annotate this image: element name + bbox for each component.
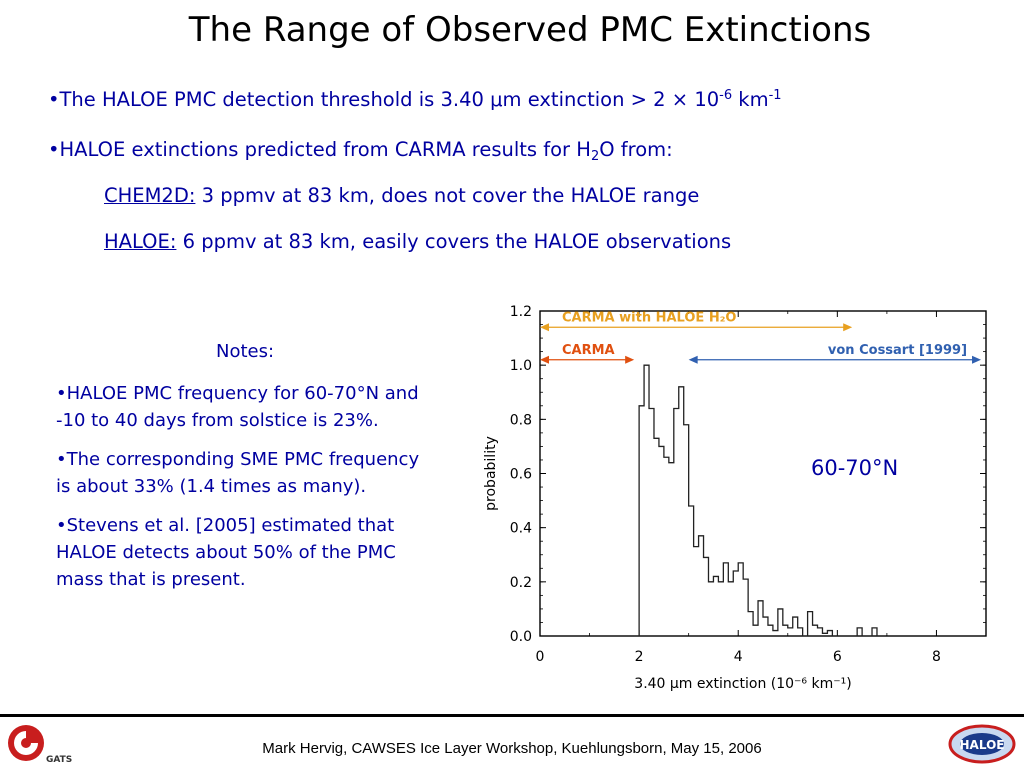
annotation-arrowhead [843,323,853,332]
bullet-text: •The HALOE PMC detection threshold is 3.… [48,88,491,111]
mu-symbol: μ [490,88,503,111]
bullet-text: O from: [599,138,673,161]
y-tick-label: 0.0 [510,629,532,645]
subscript: 2 [590,149,600,164]
annotation-label: von Cossart [1999] [828,343,967,358]
note-item: •Stevens et al. [2005] estimated that HA… [56,515,396,590]
latitude-label: 60-70°N [811,456,899,480]
sub-bullet-chem2d: CHEM2D: 3 ppmv at 83 km, does not cover … [104,184,699,207]
bullet-text: 3 ppmv at 83 km, does not cover the HALO… [195,184,700,207]
bullet-text: km [732,88,769,111]
note-item: •HALOE PMC frequency for 60-70°N and -10… [56,383,419,431]
x-tick-label: 8 [932,649,941,665]
annotation-arrowhead [540,323,549,332]
annotation-label: CARMA with HALOE H₂O [562,310,736,325]
x-tick-label: 4 [734,649,743,665]
note-item: •The corresponding SME PMC frequency is … [56,449,420,497]
haloe-logo: HALOE [944,722,1022,770]
x-axis-label: 3.40 μm extinction (10⁻⁶ km⁻¹) [634,676,851,692]
y-tick-label: 0.4 [510,521,532,537]
y-tick-label: 1.0 [510,358,532,374]
footer-text: Mark Hervig, CAWSES Ice Layer Workshop, … [262,740,762,757]
superscript: -1 [768,88,782,103]
bullet-carma-predictions: •HALOE extinctions predicted from CARMA … [48,138,673,164]
bullet-text: m extinction > 2 [502,88,672,111]
annotation-arrowhead [972,355,982,364]
y-axis-label: probability [483,436,499,511]
histogram-series-line [634,364,878,637]
extinction-histogram-chart: 0.0 0.2 0.4 0.6 0.8 1.0 1.2 0 2 4 6 8 3.40 μm extinc… [483,304,987,692]
footer-divider [0,714,1024,717]
annotation-arrowhead [540,355,549,364]
slide-title: The Range of Observed PMC Extinctions [188,10,872,50]
notes-list: •HALOE PMC frequency for 60-70°N and -10… [56,380,436,605]
annotation-arrowhead [688,355,698,364]
chem2d-label: CHEM2D: [104,184,196,207]
gats-logo-text: GATS [46,755,72,765]
bullet-text: 6 ppmv at 83 km, easily covers the HALOE… [176,230,732,253]
annotation-label: CARMA [562,343,615,358]
sub-bullet-haloe: HALOE: 6 ppmv at 83 km, easily covers th… [104,230,731,253]
bullet-detection-threshold: •The HALOE PMC detection threshold is 3.… [48,88,782,111]
haloe-logo-text: HALOE [960,738,1005,752]
bullet-text: •HALOE extinctions predicted from CARMA … [48,138,591,161]
bullet-text: 10 [688,88,720,111]
times-symbol: × [671,88,689,111]
annotation-arrowhead [625,355,635,364]
y-tick-label: 1.2 [510,304,532,320]
haloe-label: HALOE: [104,230,177,253]
gats-logo: GATS [4,722,74,770]
x-tick-label: 6 [833,649,842,665]
y-tick-label: 0.8 [510,412,532,428]
superscript: -6 [719,88,733,103]
y-tick-label: 0.2 [510,575,532,591]
x-tick-label: 0 [536,649,545,665]
x-tick-label: 2 [635,649,644,665]
notes-title: Notes: [216,341,275,362]
y-tick-label: 0.6 [510,467,532,483]
